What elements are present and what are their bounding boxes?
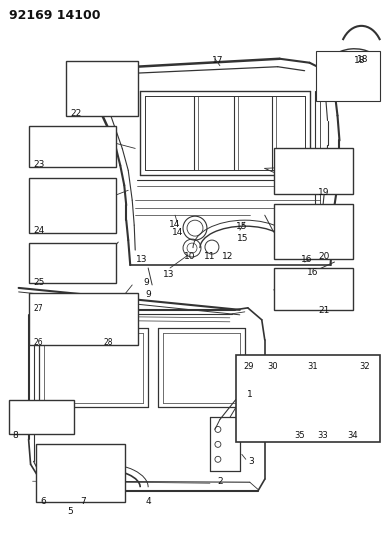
Text: 11: 11 <box>204 252 216 261</box>
Text: 15: 15 <box>237 234 248 243</box>
Text: 18: 18 <box>354 56 366 64</box>
Bar <box>315 51 380 101</box>
Bar <box>29 179 116 233</box>
Text: 17: 17 <box>212 56 223 64</box>
Text: 8: 8 <box>13 431 18 440</box>
Text: 5: 5 <box>68 507 73 516</box>
Text: 20: 20 <box>318 252 329 261</box>
Bar <box>29 125 116 167</box>
Text: 22: 22 <box>71 109 82 118</box>
Bar <box>236 354 380 442</box>
Text: 12: 12 <box>222 252 234 261</box>
Text: 9: 9 <box>145 290 151 299</box>
Text: 34: 34 <box>347 431 358 440</box>
Text: 10: 10 <box>184 252 196 261</box>
Text: 6: 6 <box>41 497 46 506</box>
Text: 26: 26 <box>34 338 43 347</box>
Text: 14: 14 <box>172 228 184 237</box>
Text: 25: 25 <box>34 278 45 287</box>
Text: 28: 28 <box>103 338 113 347</box>
Text: 21: 21 <box>318 306 329 315</box>
Text: 13: 13 <box>163 270 175 279</box>
Text: 19: 19 <box>318 188 329 197</box>
Text: 1: 1 <box>247 390 253 399</box>
Bar <box>36 445 125 502</box>
Text: 7: 7 <box>80 497 86 506</box>
Text: 18: 18 <box>357 55 369 64</box>
Text: 13: 13 <box>137 255 148 264</box>
Text: 16: 16 <box>301 255 312 264</box>
Bar <box>29 293 138 345</box>
Text: 24: 24 <box>34 226 45 235</box>
Text: 2: 2 <box>217 477 223 486</box>
Text: 4: 4 <box>146 497 151 506</box>
Text: 35: 35 <box>294 431 305 440</box>
Bar <box>274 204 353 259</box>
Text: 14: 14 <box>170 220 181 229</box>
Bar <box>274 268 353 310</box>
Bar <box>29 243 116 283</box>
Text: 33: 33 <box>317 431 328 440</box>
Text: 15: 15 <box>236 222 248 231</box>
Text: 31: 31 <box>308 362 318 370</box>
Text: 30: 30 <box>268 362 278 370</box>
Text: 32: 32 <box>359 362 370 370</box>
Text: 23: 23 <box>34 160 45 169</box>
Text: 9: 9 <box>143 278 149 287</box>
Text: 3: 3 <box>248 457 253 466</box>
Bar <box>66 61 138 116</box>
Text: 16: 16 <box>307 268 318 277</box>
Text: 29: 29 <box>244 362 254 370</box>
Text: 27: 27 <box>34 304 43 313</box>
Bar <box>274 148 353 194</box>
Bar <box>9 400 74 434</box>
Text: 92169 14100: 92169 14100 <box>9 9 100 22</box>
